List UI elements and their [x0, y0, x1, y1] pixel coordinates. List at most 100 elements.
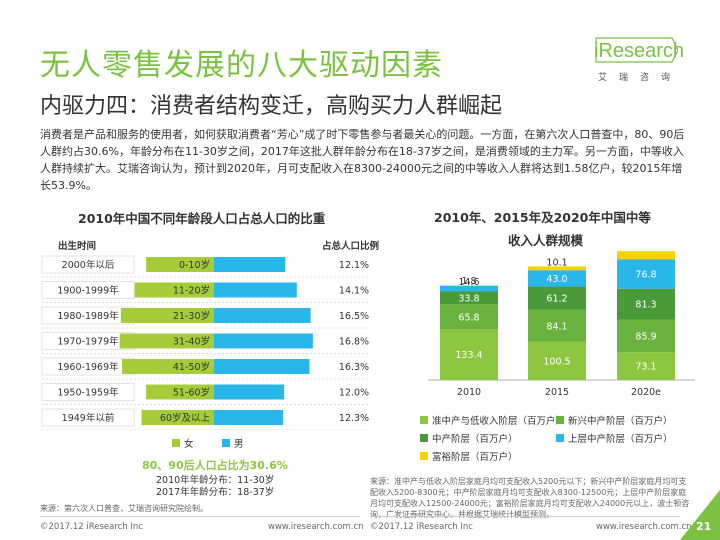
total-ratio-label: 16.5%	[339, 311, 369, 322]
col-birth-header: 出生时间	[58, 241, 97, 252]
segment-value-label: 61.2	[546, 294, 567, 305]
legend-male-swatch	[222, 439, 230, 447]
female-bar	[119, 333, 214, 349]
segment-value-label: 76.8	[635, 270, 656, 281]
total-ratio-label: 16.3%	[339, 362, 369, 373]
legend-item: 新兴中产阶层（百万户）	[556, 413, 673, 427]
category-label: 1980-1989年	[57, 310, 119, 322]
legend-swatch	[556, 434, 564, 442]
legend-item: 准中产与低收入阶层（百万户）	[420, 413, 565, 427]
footer-copyright-left: ©2017.12 iResearch Inc	[40, 522, 143, 532]
female-bar	[122, 359, 214, 374]
male-bar	[214, 384, 285, 400]
logo-subtext: 艾瑞咨询	[598, 73, 683, 83]
category-label: 1960-1969年	[57, 361, 119, 373]
stacked-segment	[617, 288, 675, 320]
segment-value-label: 33.8	[458, 293, 479, 304]
category-label: 2000年以后	[62, 259, 115, 271]
segment-value-label: 10.1	[546, 257, 567, 268]
footer-copyright-right: ©2017.12 iResearch Inc	[370, 522, 473, 532]
legend-label: 上层中产阶层（百万户）	[568, 434, 673, 445]
right-chart-title-2: 收入人群规模	[508, 233, 584, 248]
stacked-segment	[617, 319, 675, 353]
note-2010: 2010年年龄分布：11-30岁	[156, 475, 275, 486]
segment-value-label: 43.0	[546, 274, 567, 285]
male-bar	[214, 308, 311, 323]
stacked-segment	[440, 285, 498, 292]
total-ratio-label: 16.8%	[339, 337, 369, 348]
legend-swatch	[420, 416, 428, 424]
legend-item: 上层中产阶层（百万户）	[556, 431, 673, 445]
legend-label: 准中产与低收入阶层（百万户）	[432, 416, 566, 427]
logo-frame-icon	[595, 37, 678, 63]
segment-value-label: 21.9	[635, 250, 656, 253]
category-box	[41, 255, 135, 274]
stacked-segment	[617, 259, 675, 289]
male-bar	[214, 333, 313, 349]
segment-value-label: 1.8	[461, 276, 476, 287]
col-ratio-header: 占总人口比例	[322, 241, 380, 252]
female-bar	[134, 282, 214, 298]
segment-value-label: 73.1	[635, 362, 656, 373]
total-ratio-label: 14.1%	[339, 286, 369, 297]
left-chart-title: 2010年中国不同年龄段人口占总人口的比重	[78, 211, 326, 226]
page-title: 无人零售发展的八大驱动因素	[40, 48, 443, 83]
iresearch-logo: iResearch 艾瑞咨询	[590, 36, 690, 86]
footer-url-right[interactable]: www.iresearch.com.cn	[596, 522, 692, 532]
legend-item: 中产阶层（百万户）	[420, 431, 518, 445]
stacked-segment	[528, 309, 586, 342]
male-bar	[214, 410, 283, 425]
stacked-segment	[617, 251, 675, 260]
stacked-segment	[617, 352, 675, 380]
highlight-text: 80、90后人口占比为30.6%	[142, 459, 288, 472]
age-group-label: 0-10岁	[179, 259, 210, 271]
stacked-segment	[528, 286, 586, 310]
age-group-label: 21-30岁	[173, 310, 210, 322]
segment-value-label: 65.8	[458, 312, 479, 323]
male-bar	[214, 282, 297, 298]
total-ratio-label: 12.1%	[339, 260, 369, 271]
category-label: 1970-1979年	[57, 336, 119, 348]
legend-swatch	[556, 416, 564, 424]
segment-value-label: 133.4	[455, 350, 482, 361]
left-source: 来源：第六次人口普查，艾瑞咨询研究院绘制。	[40, 504, 208, 513]
segment-value-label: 81.3	[635, 300, 656, 311]
female-bar	[146, 384, 214, 400]
intro-paragraph: 消费者是产品和服务的使用者，如何获取消费者“芳心”成了时下零售参与者最关心的问题…	[40, 128, 685, 192]
segment-value-label: 100.5	[543, 356, 570, 367]
category-axis-label: 2015	[545, 387, 569, 398]
stacked-segment	[528, 270, 586, 287]
total-ratio-label: 12.3%	[339, 413, 369, 424]
age-group-label: 11-20岁	[173, 285, 210, 297]
legend-swatch	[420, 452, 428, 460]
legend-female-swatch	[172, 439, 180, 447]
legend-label: 新兴中产阶层（百万户）	[568, 416, 673, 427]
segment-value-label: 14.6	[458, 277, 479, 288]
age-group-label: 60岁及以上	[160, 412, 211, 424]
category-axis-label: 2020e	[631, 387, 661, 398]
stacked-segment	[528, 341, 586, 380]
category-axis-label: 2010	[457, 387, 481, 398]
category-label: 1900-1999年	[57, 285, 119, 297]
age-group-label: 41-50岁	[173, 361, 210, 373]
legend-male-label: 男	[234, 439, 244, 450]
right-source: 来源：准中产与低收入阶层家庭月均可支配收入5200元以下；新兴中产阶层家庭月均可…	[370, 477, 690, 519]
age-group-label: 31-40岁	[173, 336, 210, 348]
total-ratio-label: 12.0%	[339, 388, 369, 399]
category-label: 1949年以前	[62, 412, 115, 424]
female-bar	[120, 308, 214, 323]
stacked-segment	[440, 291, 498, 305]
category-box	[41, 281, 135, 299]
female-bar	[146, 257, 214, 272]
age-group-label: 51-60岁	[173, 387, 210, 399]
legend-swatch	[420, 434, 428, 442]
legend-label: 富裕阶层（百万户）	[432, 452, 518, 463]
legend-female: 女	[172, 436, 194, 450]
legend-label: 中产阶层（百万户）	[432, 434, 518, 445]
stacked-segment	[440, 304, 498, 330]
female-bar	[141, 410, 214, 425]
footer-url-left[interactable]: www.iresearch.com.cn	[268, 522, 364, 532]
income-stacked-chart: 133.4 65.8 33.8 14.61.8 2010 100.5 84.1 61.2 43.…	[428, 250, 695, 398]
category-box	[41, 408, 135, 427]
legend-item: 富裕阶层（百万户）	[420, 449, 518, 463]
